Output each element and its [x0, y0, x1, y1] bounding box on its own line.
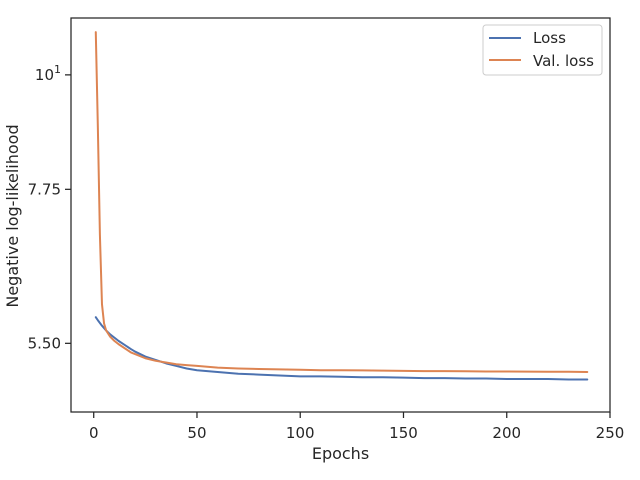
x-axis-ticks: 0 50 100 150 200 250	[89, 412, 624, 442]
series-layer	[94, 31, 589, 381]
y-tick-label-text: 7.75	[28, 180, 61, 198]
y-axis-label: Negative log-likelihood	[3, 124, 22, 307]
x-tick-label: 200	[492, 424, 521, 442]
y-tick-label: 5.50	[28, 334, 61, 352]
series-line-val-loss	[94, 31, 589, 373]
x-tick-label: 0	[89, 424, 99, 442]
series-line-loss	[94, 316, 589, 381]
y-tick-label: 101	[35, 63, 61, 84]
plot-frame	[70, 17, 611, 413]
y-tick-label: 7.75	[28, 180, 61, 198]
legend-label-val-loss: Val. loss	[533, 52, 594, 70]
y-tick-label-text: 10	[35, 66, 54, 84]
y-tick-label-exponent: 1	[54, 63, 61, 76]
x-tick-label: 50	[187, 424, 206, 442]
y-axis-ticks: 101 7.75 5.50	[28, 63, 71, 352]
legend-label-loss: Loss	[533, 29, 566, 47]
x-tick-label: 250	[596, 424, 625, 442]
x-tick-label: 150	[389, 424, 418, 442]
x-axis-label: Epochs	[312, 444, 369, 463]
x-tick-label: 100	[286, 424, 315, 442]
legend: Loss Val. loss	[482, 24, 603, 76]
y-tick-label-text: 5.50	[28, 334, 61, 352]
